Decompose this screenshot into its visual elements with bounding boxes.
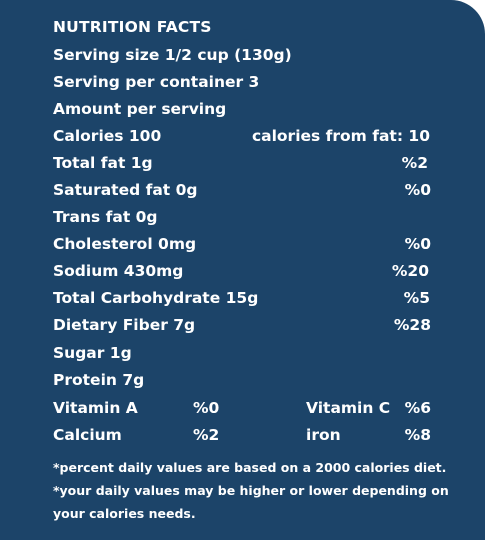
nutrient-name-total-fat: Total fat 1g <box>53 154 153 172</box>
nutrient-name-cholesterol: Cholesterol 0mg <box>53 235 197 253</box>
nutrient-name-total-carbohydrate: Total Carbohydrate 15g <box>53 289 259 307</box>
nutrient-dv-total-carbohydrate: %5 <box>403 289 430 307</box>
nutrient-name-sugar: Sugar 1g <box>53 344 132 362</box>
calcium-dv: %2 <box>193 426 220 444</box>
nutrient-dv-cholesterol: %0 <box>404 235 431 253</box>
footnote-1: *percent daily values are based on a 200… <box>53 460 447 475</box>
amount-per-serving: Amount per serving <box>53 100 227 118</box>
footnote-3: your calories needs. <box>53 506 196 521</box>
nutrient-dv-sodium: %20 <box>391 262 429 280</box>
nutrient-name-sodium: Sodium 430mg <box>53 262 184 280</box>
nutrient-name-trans-fat: Trans fat 0g <box>53 208 158 226</box>
nutrient-dv-dietary-fiber: %28 <box>393 316 431 334</box>
iron-dv: %8 <box>404 426 431 444</box>
vitamin-a-name: Vitamin A <box>53 399 138 417</box>
footnote-2: *your daily values may be higher or lowe… <box>53 483 449 498</box>
calories: Calories 100 <box>53 127 162 145</box>
vitamin-c-name: Vitamin C <box>306 399 391 417</box>
nutrient-name-protein: Protein 7g <box>53 371 145 389</box>
iron-name: iron <box>306 426 341 444</box>
calories-from-fat: calories from fat: 10 <box>251 127 430 145</box>
label-title: NUTRITION FACTS <box>53 18 212 36</box>
nutrient-dv-saturated-fat: %0 <box>404 181 431 199</box>
nutrient-dv-total-fat: %2 <box>401 154 428 172</box>
vitamin-c-dv: %6 <box>404 399 431 417</box>
calcium-name: Calcium <box>53 426 122 444</box>
vitamin-a-dv: %0 <box>193 399 220 417</box>
serving-per-container: Serving per container 3 <box>53 73 260 91</box>
serving-size: Serving size 1/2 cup (130g) <box>53 46 292 64</box>
nutrient-name-dietary-fiber: Dietary Fiber 7g <box>53 316 196 334</box>
nutrient-name-saturated-fat: Saturated fat 0g <box>53 181 198 199</box>
